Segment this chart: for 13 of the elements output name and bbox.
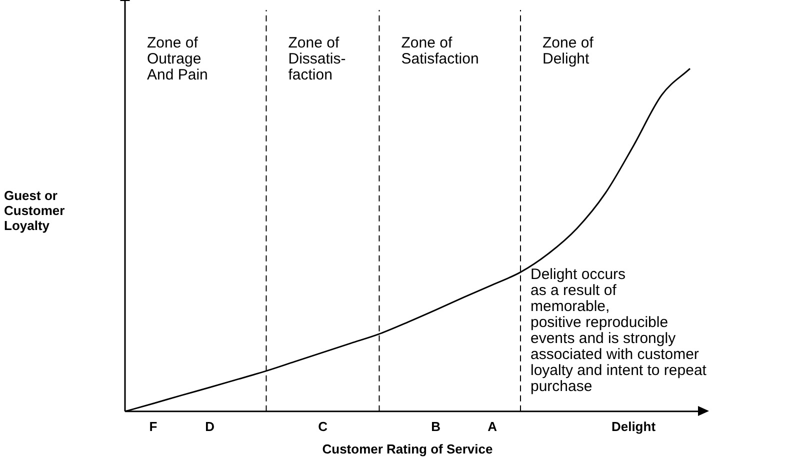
annotation: Zone of Outrage And Pain (147, 34, 208, 84)
x-tick-label: C (318, 418, 328, 434)
x-tick-label: D (205, 418, 214, 434)
x-tick-label: A (488, 418, 498, 434)
annotation: Zone of Dissatis- faction (288, 34, 346, 84)
text: Zone of Delight (542, 34, 594, 68)
x-tick-label: F (149, 418, 158, 434)
x-tick-label: B (431, 418, 440, 434)
y-axis-title: Guest or Customer Loyalty (4, 188, 65, 234)
x-axis-title: Customer Rating of Service (322, 441, 493, 456)
text: Zone of Satisfaction (401, 34, 479, 68)
annotation: Delight occurs as a result of memorable, positive reproducible events and is strongly associated with customer loyalty and intent to repeat purchase (530, 266, 708, 396)
x-tick-label: Delight (611, 418, 656, 434)
